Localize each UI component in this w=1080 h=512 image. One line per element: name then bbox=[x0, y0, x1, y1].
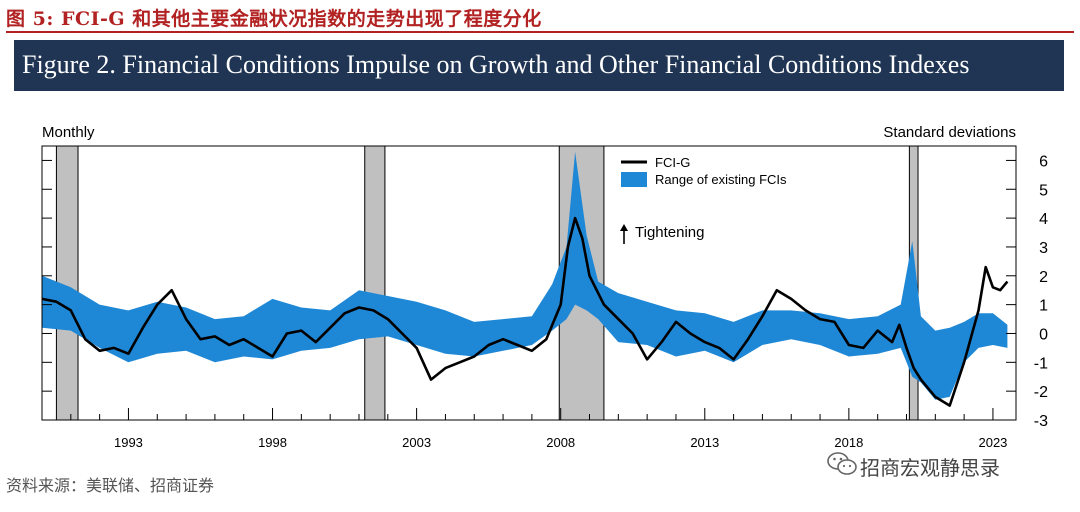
plot-frame bbox=[41, 145, 1017, 421]
y-tick-label: 5 bbox=[1039, 182, 1048, 199]
watermark-text: 招商宏观静思录 bbox=[860, 456, 1000, 480]
y-tick-label: -2 bbox=[1034, 384, 1048, 401]
legend-band-swatch bbox=[621, 172, 647, 187]
wechat-icon bbox=[827, 452, 857, 475]
y-tick-label: 2 bbox=[1039, 269, 1048, 286]
y-tick-label: 1 bbox=[1039, 298, 1048, 315]
y-tick-label: -3 bbox=[1034, 413, 1048, 430]
legend: FCI-G Range of existing FCIs bbox=[621, 155, 787, 187]
y-tick-label: -1 bbox=[1034, 355, 1048, 372]
y-tick-label: 0 bbox=[1039, 326, 1048, 343]
recession-bars bbox=[55, 145, 919, 421]
x-tick-label: 2023 bbox=[978, 435, 1007, 450]
x-tick-label: 2008 bbox=[546, 435, 575, 450]
legend-label-range: Range of existing FCIs bbox=[655, 172, 787, 187]
title-banner: Figure 2. Financial Conditions Impulse o… bbox=[14, 40, 1064, 91]
tightening-label: Tightening bbox=[635, 224, 705, 241]
recession-bar-2 bbox=[364, 145, 386, 421]
x-tick-label: 2018 bbox=[834, 435, 863, 450]
watermark: 招商宏观静思录 bbox=[826, 450, 1066, 482]
left-axis-label: Monthly bbox=[42, 124, 95, 141]
y-tick-label: 3 bbox=[1039, 240, 1048, 257]
arrow-head-icon bbox=[620, 224, 628, 231]
caption-divider bbox=[6, 31, 1074, 33]
legend-label-fci-g: FCI-G bbox=[655, 155, 690, 170]
chart-title: Figure 2. Financial Conditions Impulse o… bbox=[22, 50, 970, 79]
source-note: 资料来源：美联储、招商证券 bbox=[6, 476, 215, 495]
x-tick-label: 1993 bbox=[114, 435, 143, 450]
y-tick-label: 6 bbox=[1039, 153, 1048, 170]
x-tick-label: 2013 bbox=[690, 435, 719, 450]
right-y-axis: -3 -2 -1 0 1 2 3 4 5 6 bbox=[1006, 153, 1048, 430]
x-tick-label: 2003 bbox=[402, 435, 431, 450]
fci-g-line bbox=[41, 216, 1009, 407]
x-tick-label: 1998 bbox=[258, 435, 287, 450]
right-axis-label: Standard deviations bbox=[883, 124, 1016, 141]
x-axis: 1993 1998 2003 2008 2013 2018 2023 bbox=[41, 408, 1007, 450]
tightening-annotation: Tightening bbox=[620, 224, 705, 244]
fcis-range-band bbox=[42, 151, 1008, 400]
y-tick-label: 4 bbox=[1039, 211, 1048, 228]
left-axis-ticks bbox=[42, 159, 52, 421]
figure-caption: 图 5: FCI-G 和其他主要金融状况指数的走势出现了程度分化 bbox=[6, 8, 542, 30]
